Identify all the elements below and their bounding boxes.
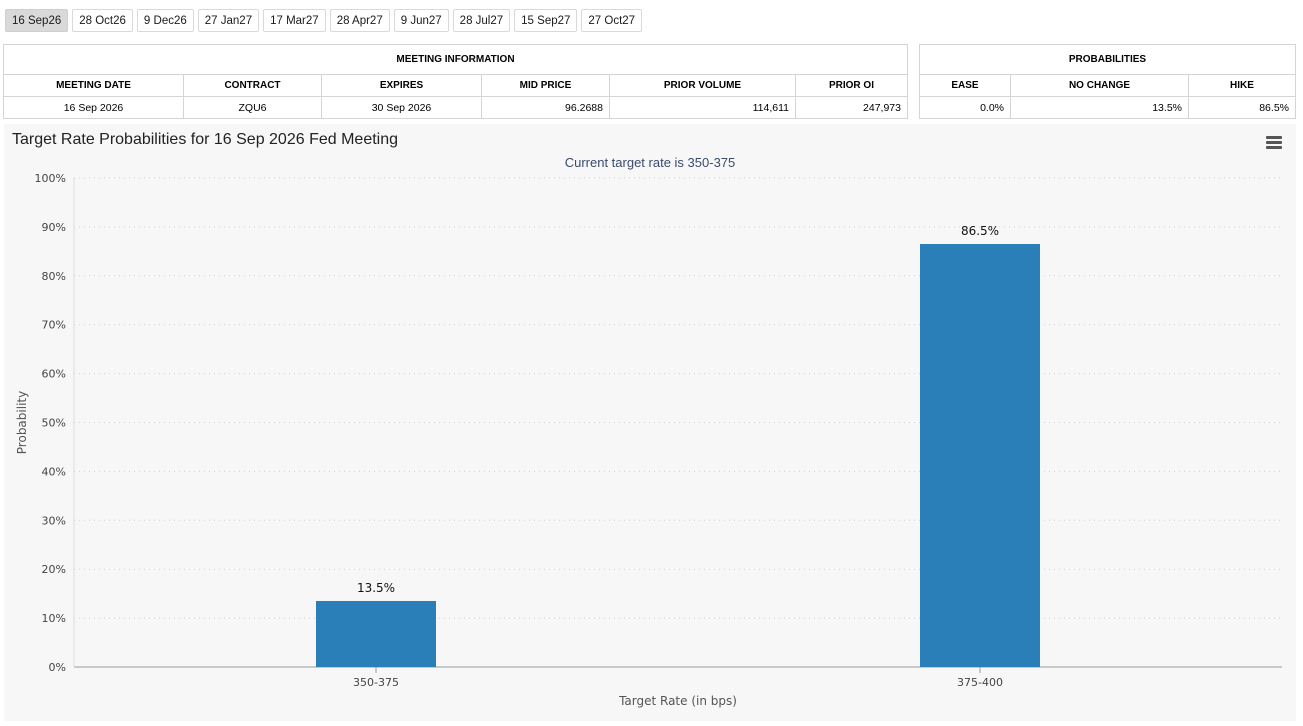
- y-tick-label: 10%: [42, 612, 66, 625]
- x-tick-label: 350-375: [353, 676, 399, 689]
- prior-oi-value: 247,973: [795, 96, 908, 119]
- meeting-tabs: 16 Sep26 28 Oct26 9 Dec26 27 Jan27 17 Mar27 2…: [5, 9, 643, 32]
- meeting-information-title: MEETING INFORMATION: [3, 44, 908, 75]
- probabilities-table: PROBABILITIES EASE NO CHANGE HIKE 0.0% 1…: [919, 44, 1296, 119]
- contract-value: ZQU6: [183, 96, 322, 119]
- tab-9-dec26[interactable]: 9 Dec26: [136, 9, 194, 32]
- meeting-information-table: MEETING INFORMATION MEETING DATE CONTRAC…: [3, 44, 908, 119]
- y-tick-label: 50%: [42, 417, 66, 430]
- y-tick-label: 40%: [42, 465, 66, 478]
- tab-15-sep27[interactable]: 15 Sep27: [514, 9, 578, 32]
- tab-27-oct27[interactable]: 27 Oct27: [581, 9, 643, 32]
- expires-value: 30 Sep 2026: [321, 96, 482, 119]
- col-prior-volume: PRIOR VOLUME: [609, 74, 796, 97]
- tab-17-mar27[interactable]: 17 Mar27: [263, 9, 326, 32]
- y-tick-label: 70%: [42, 319, 66, 332]
- chart-title: Target Rate Probabilities for 16 Sep 202…: [12, 131, 399, 148]
- meeting-date-value: 16 Sep 2026: [3, 96, 184, 119]
- chart-subtitle: Current target rate is 350-375: [564, 155, 736, 170]
- no-change-value: 13.5%: [1010, 96, 1189, 119]
- col-no-change: NO CHANGE: [1010, 74, 1189, 97]
- hike-value: 86.5%: [1188, 96, 1296, 119]
- tab-28-oct26[interactable]: 28 Oct26: [72, 9, 133, 32]
- col-hike: HIKE: [1188, 74, 1296, 97]
- tab-9-jun27[interactable]: 9 Jun27: [393, 9, 449, 32]
- x-axis-title: Target Rate (in bps): [618, 694, 737, 708]
- y-tick-label: 0%: [49, 661, 66, 674]
- ease-value: 0.0%: [919, 96, 1011, 119]
- probabilities-title: PROBABILITIES: [919, 44, 1296, 75]
- tab-28-jul27[interactable]: 28 Jul27: [452, 9, 511, 32]
- bar-data-label: 13.5%: [357, 581, 395, 595]
- y-axis-title: Probability: [15, 391, 29, 454]
- col-ease: EASE: [919, 74, 1011, 97]
- col-expires: EXPIRES: [321, 74, 482, 97]
- y-tick-label: 100%: [35, 172, 66, 185]
- bar-350-375[interactable]: [316, 600, 436, 667]
- col-prior-oi: PRIOR OI: [795, 74, 908, 97]
- bar-375-400[interactable]: [920, 244, 1040, 667]
- tab-16-sep26[interactable]: 16 Sep26: [5, 9, 69, 32]
- mid-price-value: 96.2688: [481, 96, 610, 119]
- bar-data-label: 86.5%: [961, 224, 999, 238]
- y-tick-label: 20%: [42, 563, 66, 576]
- prior-volume-value: 114,611: [609, 96, 796, 119]
- tab-27-jan27[interactable]: 27 Jan27: [197, 9, 260, 32]
- table-row: 0.0% 13.5% 86.5%: [919, 96, 1296, 119]
- y-tick-label: 80%: [42, 270, 66, 283]
- col-meeting-date: MEETING DATE: [3, 74, 184, 97]
- x-tick-label: 375-400: [957, 676, 1003, 689]
- y-tick-label: 30%: [42, 514, 66, 527]
- hamburger-menu-icon[interactable]: [1266, 136, 1282, 150]
- y-tick-label: 90%: [42, 221, 66, 234]
- col-mid-price: MID PRICE: [481, 74, 610, 97]
- col-contract: CONTRACT: [183, 74, 322, 97]
- table-row: 16 Sep 2026 ZQU6 30 Sep 2026 96.2688 114…: [3, 96, 908, 119]
- tab-28-apr27[interactable]: 28 Apr27: [329, 9, 390, 32]
- probability-chart: Target Rate Probabilities for 16 Sep 202…: [4, 124, 1296, 721]
- chart-plot-area: 0% 10% 20% 30% 40% 50% 60% 70% 80% 90% 100% 13.5% 35…: [15, 172, 1282, 708]
- y-tick-label: 60%: [42, 368, 66, 381]
